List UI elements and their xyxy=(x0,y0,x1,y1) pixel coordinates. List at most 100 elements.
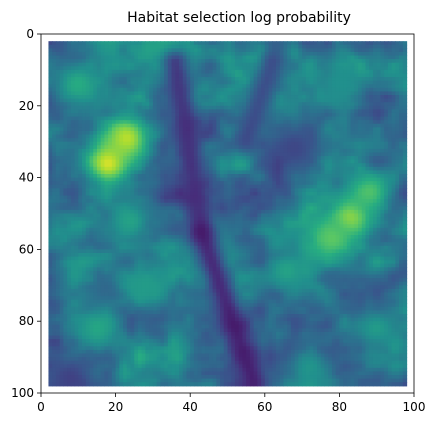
heatmap-cell xyxy=(171,123,176,128)
heatmap-cell xyxy=(212,105,217,110)
heatmap-cell xyxy=(354,163,359,168)
heatmap-cell xyxy=(48,152,53,157)
heatmap-cell xyxy=(78,130,83,136)
heatmap-cell xyxy=(324,87,329,93)
heatmap-cell xyxy=(149,224,154,229)
heatmap-cell xyxy=(261,112,266,118)
heatmap-cell xyxy=(253,102,258,107)
heatmap-cell xyxy=(175,181,180,186)
heatmap-cell xyxy=(190,48,195,53)
heatmap-cell xyxy=(179,195,184,200)
heatmap-cell xyxy=(298,138,303,143)
heatmap-cell xyxy=(331,177,337,182)
heatmap-cell xyxy=(126,134,132,139)
heatmap-cell xyxy=(134,138,139,143)
heatmap-cell xyxy=(317,127,322,132)
heatmap-cell xyxy=(123,206,128,211)
heatmap-cell xyxy=(343,98,348,103)
heatmap-cell xyxy=(197,95,202,100)
heatmap-cell xyxy=(96,127,102,132)
heatmap-cell xyxy=(369,166,374,172)
heatmap-cell xyxy=(268,48,273,53)
heatmap-cell xyxy=(175,202,180,207)
heatmap-cell xyxy=(231,62,236,67)
heatmap-cell xyxy=(335,224,340,229)
heatmap-cell xyxy=(391,163,396,168)
heatmap-cell xyxy=(339,206,344,211)
heatmap-cell xyxy=(290,109,296,114)
heatmap-cell xyxy=(145,102,150,107)
heatmap-cell xyxy=(55,87,61,93)
heatmap-cell xyxy=(59,156,64,161)
heatmap-cell xyxy=(361,177,367,182)
heatmap-cell xyxy=(100,148,106,154)
heatmap-cell xyxy=(78,120,83,125)
heatmap-cell xyxy=(331,66,337,71)
heatmap-cell xyxy=(346,84,352,89)
heatmap-cell xyxy=(126,217,132,222)
heatmap-cell xyxy=(212,174,217,179)
heatmap-cell xyxy=(48,62,53,67)
heatmap-cell xyxy=(216,145,221,150)
heatmap-cell xyxy=(167,55,173,60)
heatmap-cell xyxy=(123,224,128,229)
heatmap-cell xyxy=(313,206,318,211)
heatmap-cell xyxy=(63,116,68,121)
heatmap-cell xyxy=(216,127,221,132)
heatmap-cell xyxy=(55,77,61,82)
heatmap-cell xyxy=(108,181,113,186)
heatmap-cell xyxy=(324,181,329,186)
heatmap-cell xyxy=(313,95,318,100)
heatmap-cell xyxy=(96,69,102,75)
heatmap-cell xyxy=(399,55,404,60)
heatmap-cell xyxy=(268,73,273,78)
heatmap-cell xyxy=(179,220,184,225)
heatmap-cell xyxy=(402,98,408,103)
heatmap-cell xyxy=(193,116,199,121)
heatmap-cell xyxy=(343,66,348,71)
heatmap-cell xyxy=(67,156,72,161)
heatmap-cell xyxy=(346,163,352,168)
heatmap-cell xyxy=(361,170,367,175)
heatmap-cell xyxy=(160,134,165,139)
heatmap-cell xyxy=(249,84,255,89)
heatmap-cell xyxy=(59,130,64,136)
heatmap-cell xyxy=(70,217,76,222)
heatmap-cell xyxy=(279,134,285,139)
heatmap-cell xyxy=(70,120,76,125)
heatmap-cell xyxy=(358,152,363,157)
heatmap-cell xyxy=(104,166,109,172)
heatmap-cell xyxy=(305,77,311,82)
heatmap-cell xyxy=(246,77,251,82)
heatmap-cell xyxy=(350,134,355,139)
heatmap-cell xyxy=(358,105,363,110)
heatmap-cell xyxy=(290,195,296,200)
heatmap-cell xyxy=(261,91,266,96)
heatmap-cell xyxy=(384,156,389,161)
heatmap-cell xyxy=(59,105,64,110)
heatmap-cell xyxy=(380,166,385,172)
heatmap-cell xyxy=(264,69,270,75)
heatmap-cell xyxy=(190,206,195,211)
heatmap-cell xyxy=(294,48,299,53)
heatmap-cell xyxy=(201,98,206,103)
heatmap-cell xyxy=(160,105,165,110)
heatmap-cell xyxy=(290,209,296,215)
heatmap-cell xyxy=(96,170,102,175)
heatmap-cell xyxy=(264,66,270,71)
heatmap-cell xyxy=(339,188,344,193)
heatmap-cell xyxy=(85,109,91,114)
heatmap-cell xyxy=(365,123,370,128)
heatmap-cell xyxy=(275,51,281,57)
heatmap-cell xyxy=(149,77,154,82)
heatmap-cell xyxy=(275,73,281,78)
heatmap-cell xyxy=(182,174,188,179)
heatmap-cell xyxy=(350,148,355,154)
heatmap-cell xyxy=(246,95,251,100)
heatmap-cell xyxy=(358,141,363,146)
heatmap-cell xyxy=(350,41,355,46)
heatmap-cell xyxy=(290,127,296,132)
heatmap-cell xyxy=(52,84,57,89)
heatmap-cell xyxy=(220,51,225,57)
heatmap-cell xyxy=(380,84,385,89)
